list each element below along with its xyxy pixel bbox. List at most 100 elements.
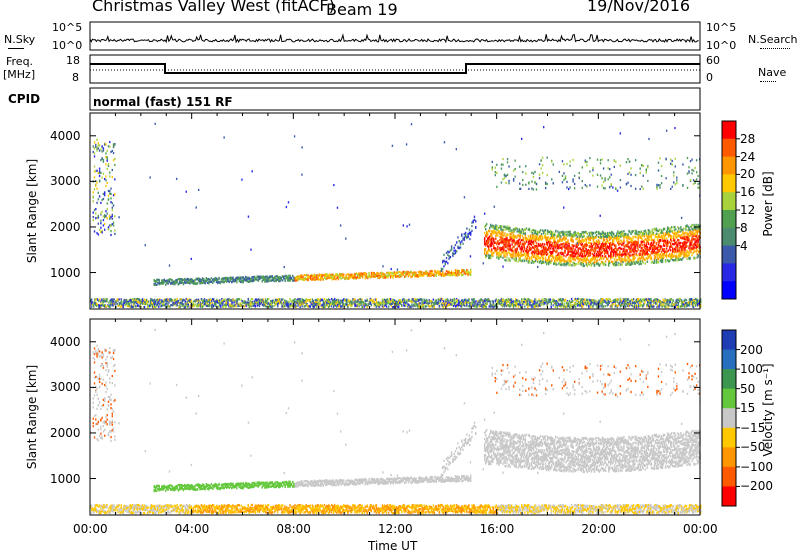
- power-cell: [314, 302, 317, 306]
- power-cell: [100, 148, 102, 151]
- power-cell: [522, 243, 524, 246]
- power-cell: [443, 265, 445, 268]
- power-cell: [91, 298, 93, 301]
- power-cell: [489, 249, 491, 252]
- power-cell: [505, 240, 507, 243]
- power-cell: [206, 302, 209, 305]
- power-cell: [563, 303, 566, 306]
- power-cell: [230, 305, 232, 309]
- power-cell: [471, 221, 473, 224]
- power-cell: [539, 251, 542, 254]
- power-cell: [373, 302, 376, 306]
- power-cell: [505, 251, 507, 254]
- power-cell: [238, 304, 240, 307]
- power-cell: [237, 298, 239, 301]
- power-cell: [341, 273, 344, 276]
- power-cell: [488, 237, 490, 240]
- power-cell: [347, 276, 350, 279]
- power-cell: [535, 236, 538, 239]
- power-cell: [185, 304, 187, 307]
- power-cell: [541, 236, 544, 239]
- power-cell: [297, 275, 299, 278]
- power-cell: [550, 303, 552, 306]
- power-cell: [527, 302, 529, 306]
- power-cell: [392, 272, 394, 275]
- power-cell: [226, 300, 228, 303]
- power-cell: [448, 270, 450, 273]
- freq-tick-top-right: 60: [706, 54, 720, 67]
- power-cell: [660, 302, 662, 305]
- power-cell: [220, 277, 223, 281]
- power-cell: [682, 301, 685, 304]
- power-cell: [145, 302, 148, 305]
- power-cell: [293, 305, 295, 308]
- power-cell: [526, 248, 529, 251]
- power-cell: [210, 299, 213, 303]
- power-cell: [504, 238, 506, 241]
- power-cell: [495, 227, 497, 230]
- power-cell: [251, 297, 254, 301]
- power-cell: [92, 191, 94, 194]
- power-cell: [519, 300, 521, 304]
- power-cell: [93, 230, 96, 233]
- power-cell: [498, 302, 501, 305]
- power-cell: [574, 297, 577, 301]
- power-cell: [666, 298, 668, 302]
- power-cell: [500, 235, 502, 238]
- power-cell: [398, 303, 400, 306]
- power-cell: [91, 305, 93, 308]
- power-cell: [524, 250, 527, 253]
- power-cell: [266, 298, 269, 301]
- power-cell: [569, 303, 572, 306]
- power-cell: [549, 261, 551, 264]
- power-cell: [181, 279, 183, 282]
- power-cell: [129, 305, 132, 308]
- power-cell: [251, 276, 253, 279]
- power-cell: [559, 261, 561, 264]
- power-cell: [140, 298, 143, 302]
- power-cell: [350, 305, 352, 308]
- power-cell: [334, 276, 336, 279]
- power-cell: [540, 232, 543, 236]
- power-cell: [171, 281, 173, 285]
- power-cell: [511, 249, 513, 252]
- power-cell: [443, 303, 446, 306]
- power-cell: [506, 234, 508, 237]
- power-cell: [269, 305, 272, 308]
- power-cell: [158, 301, 160, 304]
- power-cell: [163, 278, 166, 281]
- power-cell: [127, 300, 130, 304]
- power-cell: [300, 300, 302, 304]
- power-cell: [505, 298, 508, 301]
- power-cell: [481, 299, 483, 303]
- power-cell: [565, 305, 568, 308]
- power-cell: [162, 300, 164, 303]
- power-cell: [338, 299, 340, 302]
- power-cell: [496, 249, 498, 252]
- power-cell: [102, 219, 105, 222]
- power-cell: [551, 254, 553, 258]
- power-cell: [656, 302, 658, 305]
- power-cell: [287, 301, 289, 304]
- power-cell: [513, 234, 515, 237]
- power-cell: [481, 303, 483, 307]
- power-cell: [389, 301, 392, 304]
- power-cell: [515, 240, 517, 243]
- power-cell: [111, 206, 114, 209]
- power-cell: [448, 257, 450, 260]
- power-cell: [458, 302, 460, 305]
- power-cell: [407, 305, 409, 308]
- power-cell: [342, 273, 345, 276]
- power-cell: [337, 298, 339, 301]
- power-cell: [503, 254, 505, 257]
- power-cell: [548, 246, 550, 249]
- power-cell: [355, 276, 358, 279]
- power-cell: [311, 277, 313, 280]
- power-cell: [114, 193, 116, 196]
- power-cell: [652, 305, 654, 309]
- power-cell: [543, 252, 546, 255]
- power-cell: [332, 300, 335, 303]
- power-cell: [517, 244, 519, 247]
- power-cell: [552, 250, 554, 253]
- power-cell: [461, 271, 463, 274]
